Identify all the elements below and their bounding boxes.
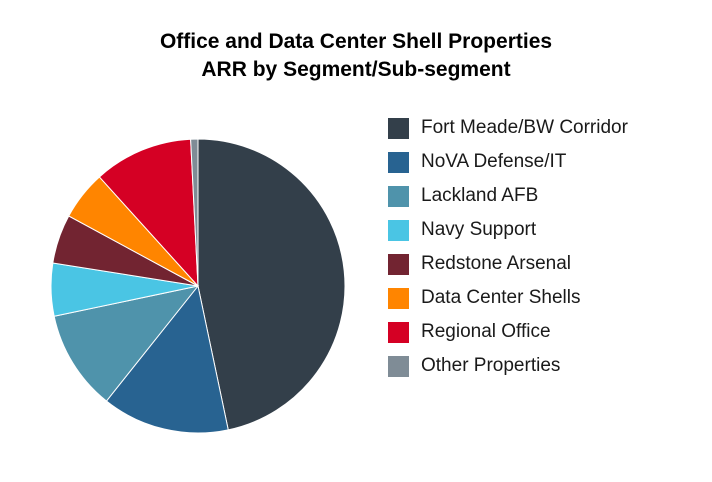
- pie-slice-2: [53, 285, 200, 402]
- legend-item-redstone: Redstone Arsenal: [388, 247, 708, 281]
- pie-slice-0: [197, 138, 346, 431]
- legend-swatch: [388, 287, 409, 309]
- legend-swatch: [388, 219, 409, 241]
- legend-swatch: [388, 355, 409, 377]
- legend-label: Navy Support: [421, 219, 537, 240]
- legend-label: Redstone Arsenal: [421, 253, 571, 274]
- legend-swatch: [388, 185, 409, 207]
- legend-item-other: Other Properties: [388, 349, 708, 383]
- legend-label: Lackland AFB: [421, 185, 539, 206]
- chart-title-block: Office and Data Center Shell Properties …: [0, 28, 712, 84]
- legend-label: Fort Meade/BW Corridor: [421, 117, 628, 138]
- chart-title: Office and Data Center Shell Properties: [159, 30, 553, 53]
- pie-slice-1: [105, 284, 229, 434]
- legend-swatch: [388, 253, 409, 275]
- legend: Fort Meade/BW Corridor NoVA Defense/IT L…: [388, 111, 708, 383]
- legend-item-regional-office: Regional Office: [388, 315, 708, 349]
- legend-swatch: [388, 321, 409, 343]
- pie-slice-6: [98, 138, 199, 288]
- legend-swatch: [388, 151, 409, 173]
- legend-swatch: [388, 117, 409, 139]
- legend-label: NoVA Defense/IT: [421, 151, 567, 172]
- pie-slice-7: [190, 138, 199, 287]
- legend-item-nova: NoVA Defense/IT: [388, 145, 708, 179]
- legend-item-fort-meade: Fort Meade/BW Corridor: [388, 111, 708, 145]
- legend-item-data-center: Data Center Shells: [388, 281, 708, 315]
- legend-label: Other Properties: [421, 355, 561, 376]
- chart-subtitle: ARR by Segment/Sub-segment: [201, 58, 511, 81]
- legend-label: Regional Office: [421, 321, 551, 342]
- legend-item-navy: Navy Support: [388, 213, 708, 247]
- legend-label: Data Center Shells: [421, 287, 581, 308]
- legend-item-lackland: Lackland AFB: [388, 179, 708, 213]
